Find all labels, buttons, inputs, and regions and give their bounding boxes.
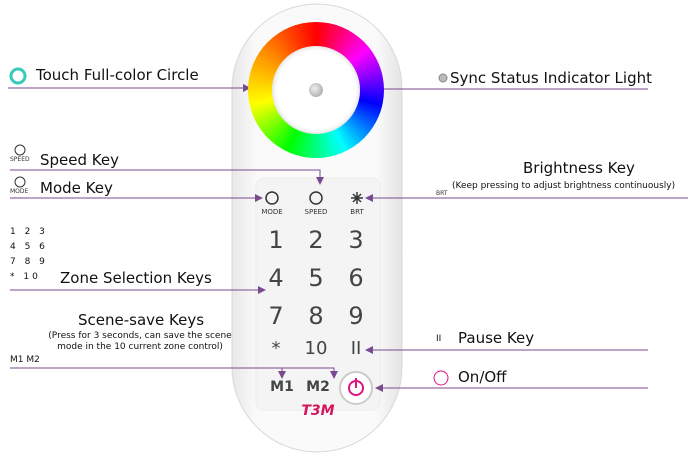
zone-legend: 4 5 6 [10,243,48,252]
label: Touch Full-color Circle [36,68,199,83]
number-key[interactable]: 2 [296,228,336,252]
number-key[interactable]: 3 [336,228,376,252]
onoff-icon [434,371,448,385]
label: Brightness Key [523,161,635,176]
zone-legend: 7 8 9 [10,258,48,267]
number-key[interactable]: 6 [336,266,376,290]
icon-label: SPEED [10,157,30,163]
speed-icon [15,145,25,155]
icon-label: BRT [436,191,448,197]
page: Touch Full-color Circle Sync Status Indi… [0,0,700,456]
mode-icon [15,177,25,187]
label: Pause Key [458,331,534,346]
number-key[interactable]: 9 [336,304,376,328]
logo: T3M [288,404,348,418]
key-label: SPEED [296,208,336,216]
zone-legend: * 10 [10,273,41,282]
label: Zone Selection Keys [60,271,212,286]
number-key[interactable]: 8 [296,304,336,328]
label: On/Off [458,370,507,385]
number-key[interactable]: 7 [256,304,296,328]
note: (Keep pressing to adjust brightness cont… [452,182,675,191]
scene-legend: M1 M2 [10,356,40,365]
label: Scene-save Keys [78,313,204,328]
key-label: MODE [252,208,292,216]
number-key[interactable]: II [336,340,376,358]
key-label: BRT [337,208,377,216]
label: Sync Status Indicator Light [450,71,652,86]
icon-label: MODE [10,189,28,195]
number-key[interactable]: 5 [296,266,336,290]
scene-key[interactable]: M2 [298,380,338,394]
number-key[interactable]: * [256,340,296,358]
number-key[interactable]: 1 [256,228,296,252]
scene-key[interactable]: M1 [262,380,302,394]
light-icon [439,74,447,82]
number-key[interactable]: 4 [256,266,296,290]
note: (Press for 3 seconds, can save the scene… [48,331,232,353]
sync-light [309,83,323,97]
ring-icon [11,69,25,83]
number-key[interactable]: 10 [296,340,336,358]
pause-legend: II [436,335,441,344]
label: Mode Key [40,181,113,196]
zone-legend: 1 2 3 [10,228,48,237]
label: Speed Key [40,153,119,168]
